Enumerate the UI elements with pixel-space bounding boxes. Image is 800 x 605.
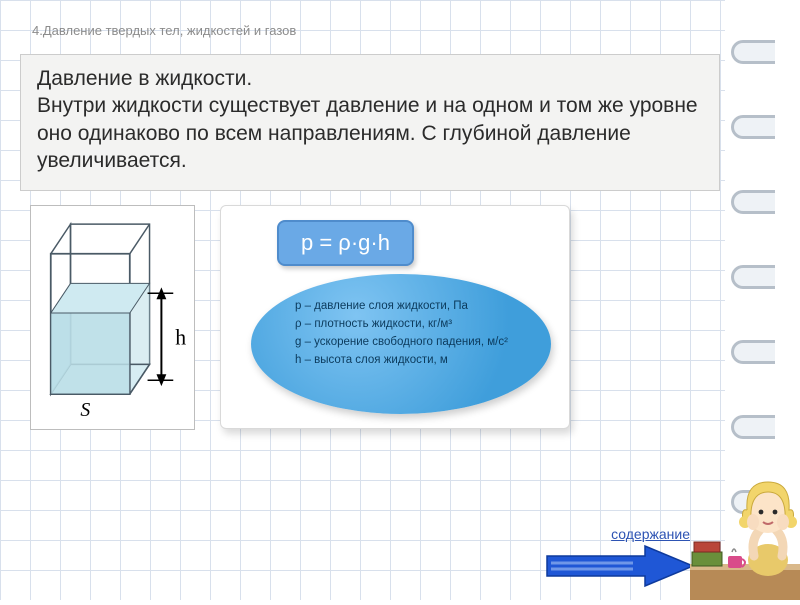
s-label: S [80, 399, 90, 421]
legend-item: h – высота слоя жидкости, м [295, 352, 531, 370]
legend-item: p – давление слоя жидкости, Па [295, 298, 531, 316]
slide-area: 4.Давление твердых тел, жидкостей и газо… [20, 15, 720, 565]
contents-link[interactable]: содержание [611, 526, 690, 542]
content-box: Давление в жидкости. Внутри жидкости сущ… [20, 54, 720, 191]
student-illustration [690, 460, 800, 600]
legend-bubble: p – давление слоя жидкости, Па ρ – плотн… [251, 274, 551, 414]
lower-area: h S p = ρ·g·h p – давление слоя жидкости… [20, 205, 720, 485]
container-diagram: h S [30, 205, 195, 430]
formula-pill: p = ρ·g·h [277, 220, 414, 266]
legend-item: ρ – плотность жидкости, кг/м³ [295, 316, 531, 334]
legend-item: g – ускорение свободного падения, м/с² [295, 334, 531, 352]
content-body: Внутри жидкости существует давление и на… [37, 94, 698, 172]
h-label: h [175, 326, 186, 350]
formula-card: p = ρ·g·h p – давление слоя жидкости, Па… [220, 205, 570, 429]
next-arrow-button[interactable] [545, 544, 695, 588]
breadcrumb: 4.Давление твердых тел, жидкостей и газо… [20, 15, 720, 52]
content-heading: Давление в жидкости. [37, 67, 252, 90]
